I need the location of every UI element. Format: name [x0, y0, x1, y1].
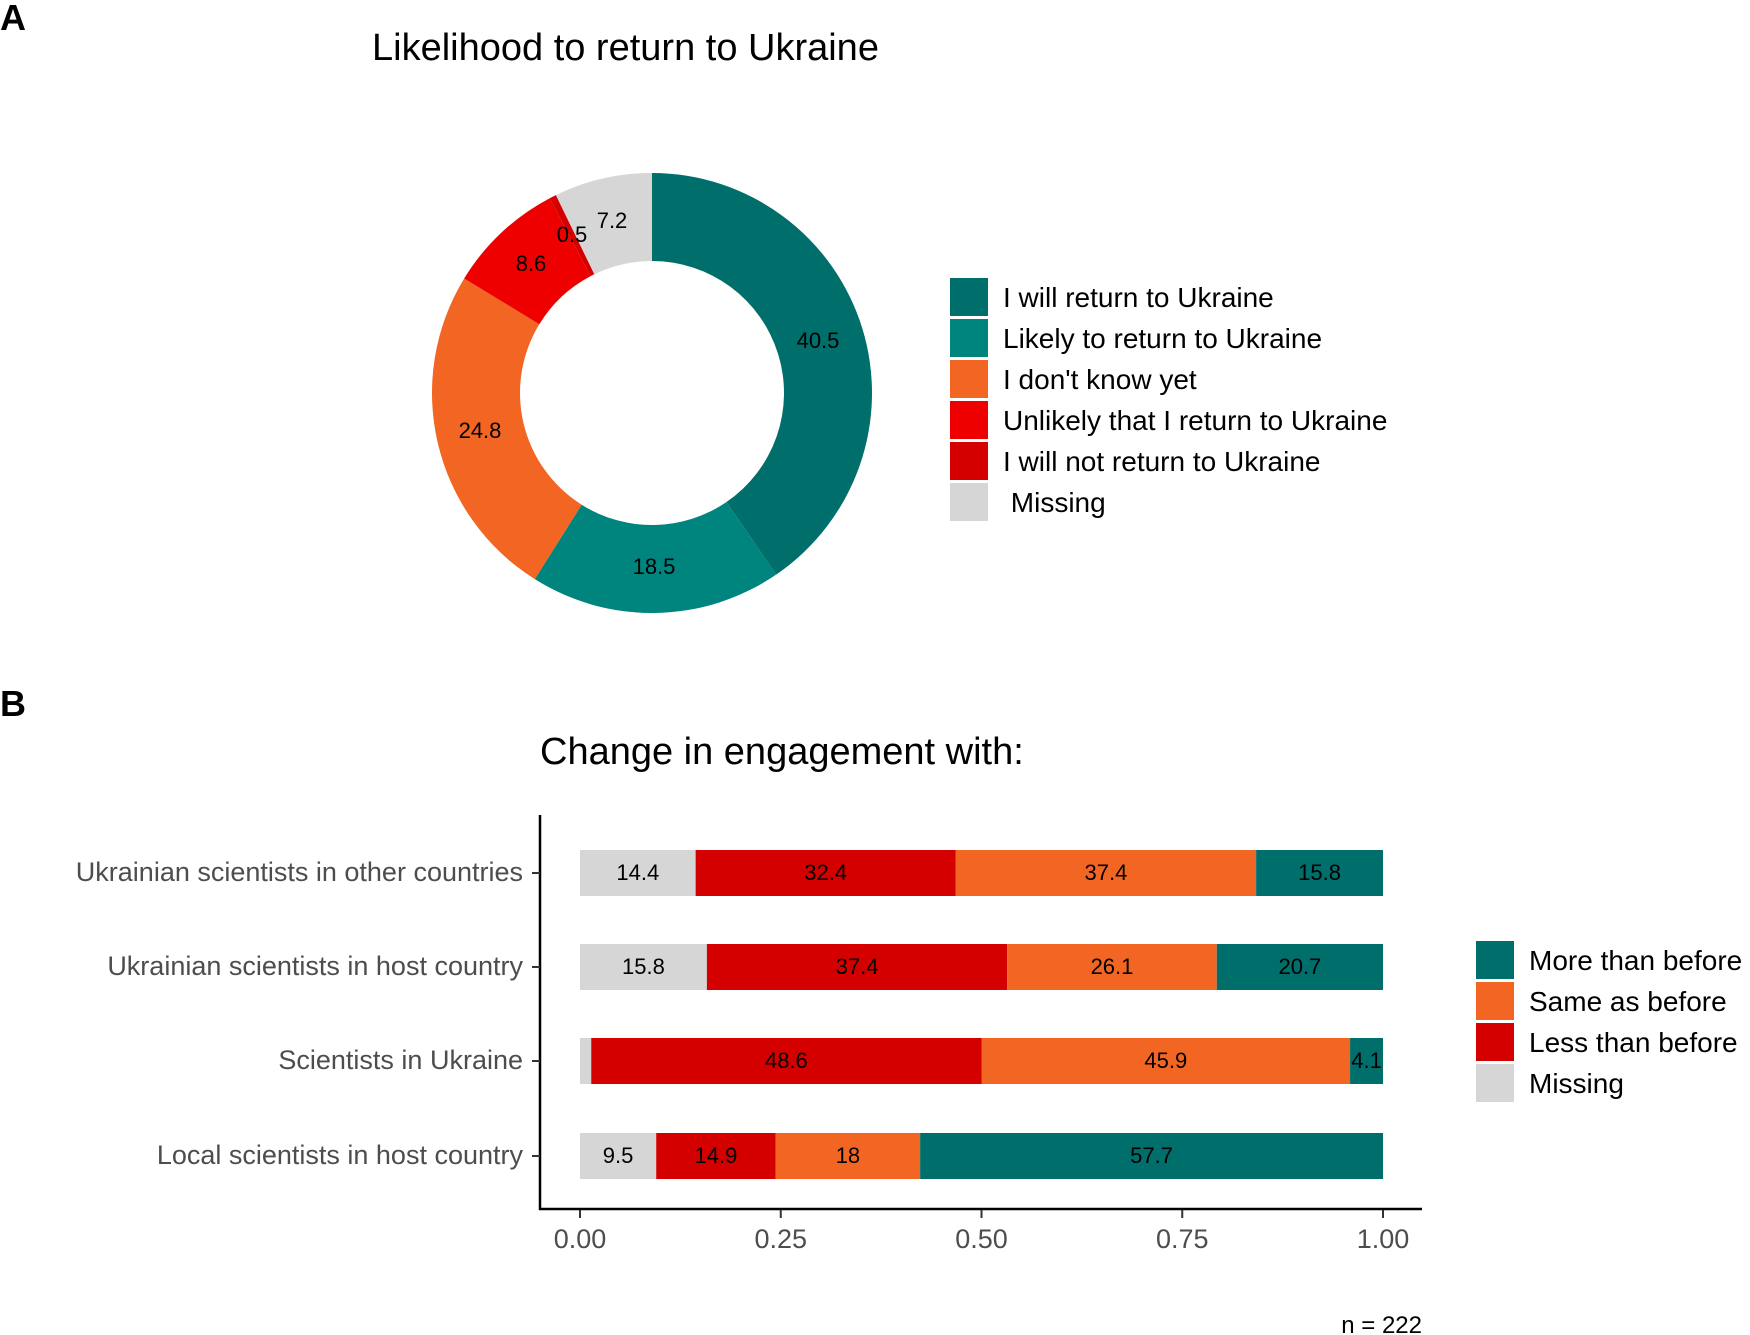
legend-b-label: More than before [1529, 945, 1742, 976]
bar-value-label: 37.4 [836, 954, 879, 979]
legend-b-label: Same as before [1529, 986, 1727, 1017]
legend-b-swatch [1476, 941, 1514, 979]
bar-segment [1256, 850, 1383, 896]
sample-size-caption: n = 222 [1341, 1312, 1422, 1335]
legend-a-label: Missing [1003, 487, 1106, 518]
donut-slice-label: 8.6 [516, 251, 547, 276]
legend-a-swatch [950, 319, 988, 357]
donut-slice [464, 198, 591, 325]
bar-segment [981, 1038, 1351, 1084]
y-tick-label: Local scientists in host country [157, 1140, 524, 1170]
bar-value-label: 9.5 [603, 1143, 634, 1168]
legend-b-swatch [1476, 1064, 1514, 1102]
bar-value-label: 15.8 [1298, 860, 1341, 885]
bar-axes [538, 815, 1422, 1211]
bar-value-label: 4.1 [1351, 1048, 1382, 1073]
legend-a-swatch [950, 360, 988, 398]
donut-slice [549, 195, 595, 277]
donut-chart [431, 173, 872, 613]
legend-a-label: I don't know yet [1003, 364, 1197, 395]
bar-segment [580, 944, 707, 990]
y-tick-label: Ukrainian scientists in host country [107, 951, 523, 981]
bar-value-label: 20.7 [1278, 954, 1321, 979]
bar-value-label: 37.4 [1085, 860, 1128, 885]
y-tick-label: Ukrainian scientists in other countries [76, 857, 523, 887]
legend-a-label: Unlikely that I return to Ukraine [1003, 405, 1387, 436]
donut-slice-label: 0.5 [557, 222, 588, 247]
y-tick-label: Scientists in Ukraine [278, 1045, 523, 1075]
bar-value-label: 18 [836, 1143, 860, 1168]
bar-segment [706, 944, 1008, 990]
panel-label-b: B [0, 683, 26, 724]
donut-slice-label: 40.5 [797, 328, 840, 353]
bar-segment [580, 1038, 592, 1084]
bar-segment [591, 1038, 982, 1084]
legend-a-swatch [950, 442, 988, 480]
bar-chart: 14.4 32.4 37.4 15.8 15.8 37.4 26.1 20.7 48.6 45.9… [580, 850, 1383, 1179]
x-tick-label: 0.25 [754, 1224, 807, 1254]
legend-b-label: Less than before [1529, 1027, 1738, 1058]
donut-slice [555, 173, 652, 275]
bar-segment [775, 1133, 921, 1179]
legend-a-label: I will return to Ukraine [1003, 282, 1274, 313]
axis-ticks: Ukrainian scientists in other countries U… [76, 857, 1409, 1254]
legend-a-swatch [950, 483, 988, 521]
donut-slice [431, 278, 582, 580]
x-tick-label: 0.00 [554, 1224, 607, 1254]
donut-slice-label: 24.8 [459, 418, 502, 443]
bar-segment [656, 1133, 776, 1179]
bar-segment [580, 1133, 657, 1179]
bar-title: Change in engagement with: [540, 731, 1024, 773]
bar-segment [580, 850, 696, 896]
legend-b-label: Missing [1529, 1068, 1624, 1099]
bar-value-label: 14.9 [695, 1143, 738, 1168]
x-tick-label: 0.50 [955, 1224, 1008, 1254]
x-tick-label: 0.75 [1156, 1224, 1209, 1254]
bar-value-label: 48.6 [765, 1048, 808, 1073]
bar-segment [920, 1133, 1383, 1179]
donut-slice [652, 173, 872, 575]
x-tick-label: 1.00 [1357, 1224, 1410, 1254]
bar-value-label: 14.4 [616, 860, 659, 885]
legend-a-label: Likely to return to Ukraine [1003, 323, 1322, 354]
legend-b-swatch [1476, 982, 1514, 1020]
bar-segment [955, 850, 1257, 896]
bar-value-label: 26.1 [1091, 954, 1134, 979]
bar-segment [1350, 1038, 1383, 1084]
bar-segment [1007, 944, 1217, 990]
legend-b: More than before Same as before Less than … [1476, 941, 1742, 1102]
bar-segment [695, 850, 956, 896]
donut-title: Likelihood to return to Ukraine [372, 27, 879, 69]
bar-value-label: 57.7 [1130, 1143, 1173, 1168]
legend-b-swatch [1476, 1023, 1514, 1061]
panel-label-a: A [0, 0, 26, 38]
donut-slice [534, 501, 777, 613]
legend-a-label: I will not return to Ukraine [1003, 446, 1320, 477]
bar-segment [1216, 944, 1383, 990]
donut-slice-label: 7.2 [597, 208, 628, 233]
bar-value-label: 45.9 [1144, 1048, 1187, 1073]
donut-slice-label: 18.5 [633, 554, 676, 579]
donut-labels: 40.5 18.5 24.8 8.6 0.5 7.2 [459, 208, 840, 579]
legend-a: I will return to Ukraine Likely to return… [950, 278, 1387, 521]
legend-a-swatch [950, 401, 988, 439]
legend-a-swatch [950, 278, 988, 316]
bar-value-label: 32.4 [804, 860, 847, 885]
bar-value-label: 15.8 [622, 954, 665, 979]
